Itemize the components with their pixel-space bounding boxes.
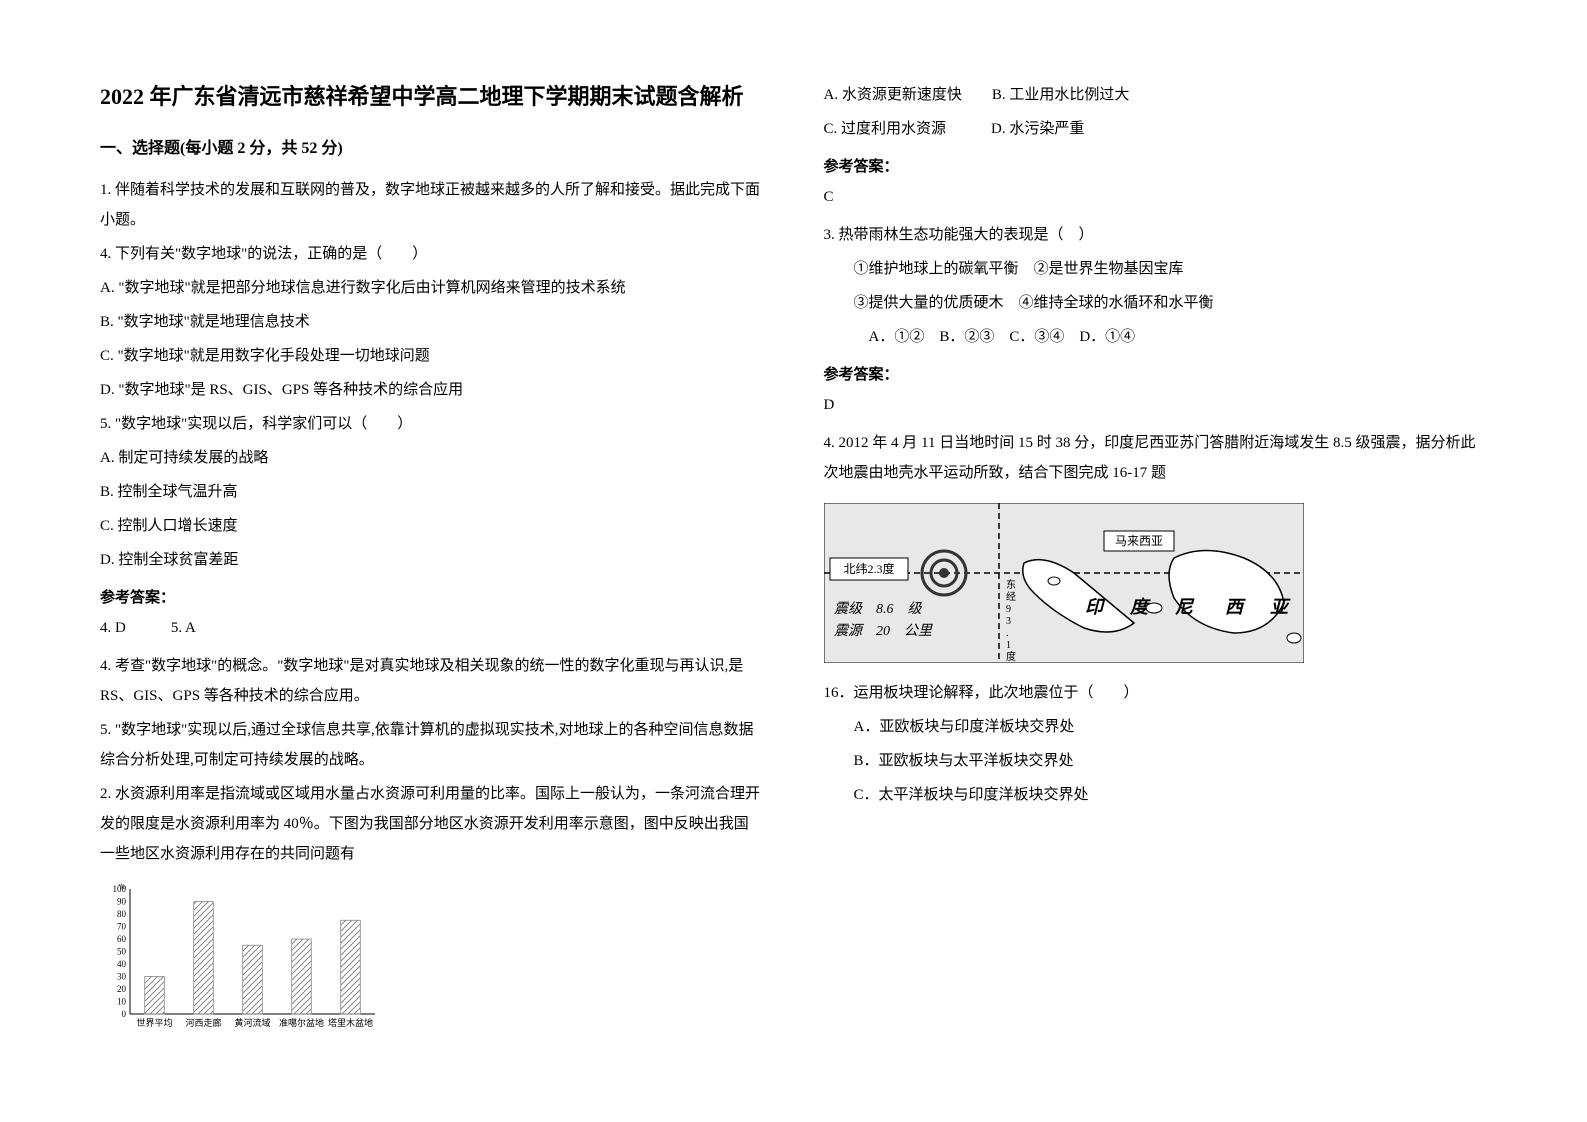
right-column: A. 水资源更新速度快 B. 工业用水比例过大 C. 过度利用水资源 D. 水污… <box>824 80 1488 1082</box>
earthquake-map: 北纬2.3度东经93.1度震级 8.6 级震源 20 公里马来西亚印度尼西亚 <box>824 503 1304 663</box>
svg-text:1: 1 <box>1006 640 1011 651</box>
svg-text:北纬2.3度: 北纬2.3度 <box>843 561 894 576</box>
q4-16-a: A．亚欧板块与印度洋板块交界处 <box>824 712 1488 742</box>
q1-4-text: 4. 下列有关"数字地球"的说法，正确的是（ ） <box>100 239 764 269</box>
svg-text:黄河流域: 黄河流域 <box>234 1017 270 1028</box>
svg-text:西: 西 <box>1225 597 1246 617</box>
svg-text:60: 60 <box>117 934 127 944</box>
q1-5-b: B. 控制全球气温升高 <box>100 477 764 507</box>
svg-text:东: 东 <box>1006 578 1016 591</box>
q1-5-text: 5. "数字地球"实现以后，科学家们可以（ ） <box>100 409 764 439</box>
svg-text:塔里木盆地: 塔里木盆地 <box>328 1017 373 1028</box>
svg-text:河西走廊: 河西走廊 <box>185 1017 221 1028</box>
svg-text:3: 3 <box>1006 616 1011 627</box>
q1-explain-4: 4. 考查"数字地球"的概念。"数字地球"是对真实地球及相关现象的统一性的数字化… <box>100 651 764 711</box>
svg-text:%: % <box>119 884 127 891</box>
q1-5-a: A. 制定可持续发展的战略 <box>100 443 764 473</box>
svg-text:9: 9 <box>1006 604 1011 615</box>
q1-4-c: C. "数字地球"就是用数字化手段处理一切地球问题 <box>100 341 764 371</box>
q1-4-a: A. "数字地球"就是把部分地球信息进行数字化后由计算机网络来管理的技术系统 <box>100 273 764 303</box>
q1-4-b: B. "数字地球"就是地理信息技术 <box>100 307 764 337</box>
svg-text:经: 经 <box>1006 590 1016 603</box>
q2-opt-a: A. 水资源更新速度快 <box>824 87 962 103</box>
q1-answer-line: 4. D 5. A <box>100 613 764 643</box>
svg-text:80: 80 <box>117 909 127 919</box>
q3-line1: ①维护地球上的碳氧平衡 ②是世界生物基因宝库 <box>824 254 1488 284</box>
left-column: 2022 年广东省清远市慈祥希望中学高二地理下学期期末试题含解析 一、选择题(每… <box>100 80 764 1082</box>
q3-intro: 3. 热带雨林生态功能强大的表现是（ ） <box>824 220 1488 250</box>
q1-5-c: C. 控制人口增长速度 <box>100 511 764 541</box>
q3-answer: D <box>824 390 1488 420</box>
svg-text:准噶尔盆地: 准噶尔盆地 <box>279 1017 324 1028</box>
svg-text:10: 10 <box>117 997 127 1007</box>
q2-intro: 2. 水资源利用率是指流域或区域用水量占水资源可利用量的比率。国际上一般认为，一… <box>100 779 764 869</box>
q1-5-d: D. 控制全球贫富差距 <box>100 545 764 575</box>
svg-text:震级 8.6 级: 震级 8.6 级 <box>834 601 922 617</box>
svg-text:度: 度 <box>1129 597 1151 617</box>
water-usage-chart: 0102030405060708090100%世界平均河西走廊黄河流域准噶尔盆地… <box>100 884 380 1034</box>
q2-opt-b: B. 工业用水比例过大 <box>992 87 1130 103</box>
svg-text:印: 印 <box>1085 597 1106 617</box>
q2-answer-label: 参考答案： <box>824 152 1488 182</box>
q2-opt-c: C. 过度利用水资源 <box>824 121 947 137</box>
q1-4-d: D. "数字地球"是 RS、GIS、GPS 等各种技术的综合应用 <box>100 375 764 405</box>
q4-16-c: C．太平洋板块与印度洋板块交界处 <box>824 780 1488 810</box>
q1-answer-label: 参考答案： <box>100 583 764 613</box>
svg-text:尼: 尼 <box>1175 597 1195 617</box>
q1-intro: 1. 伴随着科学技术的发展和互联网的普及，数字地球正被越来越多的人所了解和接受。… <box>100 175 764 235</box>
svg-text:70: 70 <box>117 922 127 932</box>
svg-text:世界平均: 世界平均 <box>136 1017 172 1028</box>
q3-options: A．①② B．②③ C．③④ D．①④ <box>824 322 1488 352</box>
svg-text:40: 40 <box>117 959 127 969</box>
q4-intro: 4. 2012 年 4 月 11 日当地时间 15 时 38 分，印度尼西亚苏门… <box>824 428 1488 488</box>
document-title: 2022 年广东省清远市慈祥希望中学高二地理下学期期末试题含解析 <box>100 80 764 113</box>
q1-explain-5: 5. "数字地球"实现以后,通过全球信息共享,依靠计算机的虚拟现实技术,对地球上… <box>100 715 764 775</box>
svg-text:90: 90 <box>117 897 127 907</box>
q3-answer-label: 参考答案： <box>824 360 1488 390</box>
svg-text:亚: 亚 <box>1270 597 1291 617</box>
q2-answer: C <box>824 182 1488 212</box>
q4-16-b: B．亚欧板块与太平洋板块交界处 <box>824 746 1488 776</box>
svg-text:30: 30 <box>117 972 127 982</box>
section-1-header: 一、选择题(每小题 2 分，共 52 分) <box>100 133 764 165</box>
q3-line2: ③提供大量的优质硬木 ④维持全球的水循环和水平衡 <box>824 288 1488 318</box>
q4-16-text: 16．运用板块理论解释，此次地震位于（ ） <box>824 678 1488 708</box>
q2-opt-d: D. 水污染严重 <box>991 121 1084 137</box>
svg-text:50: 50 <box>117 947 127 957</box>
svg-text:震源 20 公里: 震源 20 公里 <box>834 623 933 639</box>
svg-text:马来西亚: 马来西亚 <box>1114 534 1162 548</box>
svg-text:.: . <box>1006 628 1009 639</box>
svg-text:度: 度 <box>1006 650 1016 663</box>
q2-options-row1: A. 水资源更新速度快 B. 工业用水比例过大 <box>824 80 1488 110</box>
svg-text:20: 20 <box>117 984 127 994</box>
svg-text:0: 0 <box>122 1009 127 1019</box>
q2-options-row2: C. 过度利用水资源 D. 水污染严重 <box>824 114 1488 144</box>
